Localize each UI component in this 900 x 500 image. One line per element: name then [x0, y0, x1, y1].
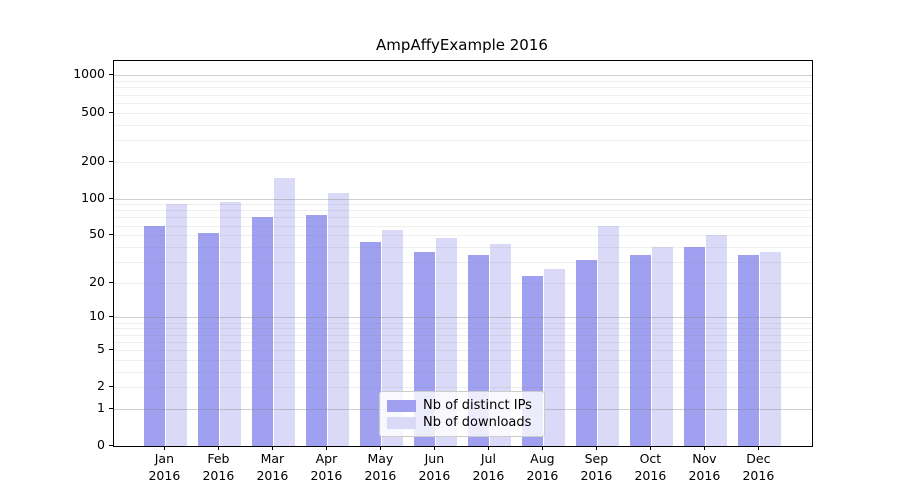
- x-tick-label-jun: Jun 2016: [418, 451, 451, 483]
- y-tick-label-2: 2: [97, 378, 105, 394]
- y-tick-mark-5: [109, 348, 113, 350]
- bar-may-distinct-ips: [359, 241, 381, 446]
- gridline-400: [114, 124, 812, 126]
- x-tick-mark-may: [380, 446, 382, 450]
- y-tick-label-50: 50: [89, 226, 105, 242]
- bar-aug-downloads: [544, 269, 566, 446]
- x-tick-label-nov: Nov 2016: [688, 451, 721, 483]
- x-tick-mark-oct: [650, 446, 652, 450]
- y-tick-mark-100: [109, 197, 113, 199]
- y-tick-label-200: 200: [81, 152, 105, 168]
- y-tick-label-5: 5: [97, 340, 105, 356]
- gridline-800: [114, 87, 812, 89]
- bar-feb-downloads: [220, 202, 242, 446]
- x-tick-mark-mar: [272, 446, 274, 450]
- legend: Nb of distinct IPs Nb of downloads: [379, 391, 545, 437]
- bar-feb-distinct-ips: [197, 233, 219, 446]
- x-tick-label-dec: Dec 2016: [742, 451, 775, 483]
- y-tick-mark-50: [109, 234, 113, 236]
- bar-apr-downloads: [328, 193, 350, 446]
- x-tick-label-apr: Apr 2016: [310, 451, 343, 483]
- x-tick-mark-feb: [218, 446, 220, 450]
- legend-label-distinct-ips: Nb of distinct IPs: [423, 398, 532, 413]
- gridline-60: [114, 225, 812, 227]
- legend-label-downloads: Nb of downloads: [423, 415, 532, 430]
- bar-sep-downloads: [598, 225, 620, 446]
- bar-jan-distinct-ips: [143, 225, 165, 446]
- bar-apr-distinct-ips: [305, 215, 327, 446]
- legend-item-downloads: Nb of downloads: [387, 414, 536, 431]
- y-tick-label-0: 0: [97, 437, 105, 452]
- gridline-500: [114, 112, 812, 114]
- y-tick-mark-2: [109, 386, 113, 388]
- x-tick-label-aug: Aug 2016: [526, 451, 559, 483]
- x-tick-mark-jun: [434, 446, 436, 450]
- y-tick-mark-20: [109, 281, 113, 283]
- bar-sep-distinct-ips: [575, 260, 597, 446]
- y-tick-label-10: 10: [89, 308, 105, 324]
- gridline-100: [114, 198, 812, 200]
- y-tick-label-20: 20: [89, 273, 105, 289]
- bar-mar-distinct-ips: [251, 217, 273, 446]
- bar-nov-downloads: [706, 235, 728, 446]
- y-tick-mark-1000: [109, 74, 113, 76]
- y-tick-mark-10: [109, 316, 113, 318]
- x-tick-mark-dec: [758, 446, 760, 450]
- gridline-1000: [114, 75, 812, 77]
- gridline-900: [114, 81, 812, 83]
- x-tick-mark-sep: [596, 446, 598, 450]
- gridline-90: [114, 204, 812, 206]
- bar-oct-downloads: [652, 246, 674, 446]
- y-tick-mark-500: [109, 111, 113, 113]
- gridline-80: [114, 210, 812, 212]
- x-tick-label-oct: Oct 2016: [634, 451, 667, 483]
- y-tick-mark-1: [109, 407, 113, 409]
- y-tick-label-100: 100: [81, 189, 105, 205]
- x-tick-mark-jul: [488, 446, 490, 450]
- x-tick-mark-aug: [542, 446, 544, 450]
- x-tick-label-sep: Sep 2016: [580, 451, 613, 483]
- bar-nov-distinct-ips: [683, 246, 705, 446]
- gridline-70: [114, 217, 812, 219]
- y-tick-label-1: 1: [97, 399, 105, 415]
- x-tick-label-jan: Jan 2016: [148, 451, 181, 483]
- x-tick-label-jul: Jul 2016: [472, 451, 505, 483]
- bar-dec-downloads: [760, 252, 782, 446]
- gridline-600: [114, 102, 812, 104]
- legend-swatch-downloads: [387, 416, 416, 429]
- x-tick-label-may: May 2016: [364, 451, 397, 483]
- gridline-300: [114, 139, 812, 141]
- x-tick-mark-apr: [326, 446, 328, 450]
- x-tick-label-feb: Feb 2016: [202, 451, 235, 483]
- x-tick-mark-jan: [164, 446, 166, 450]
- bar-jan-downloads: [166, 203, 188, 446]
- legend-swatch-distinct-ips: [387, 399, 416, 412]
- y-tick-label-500: 500: [81, 103, 105, 119]
- bar-mar-downloads: [274, 177, 296, 446]
- legend-item-distinct-ips: Nb of distinct IPs: [387, 397, 536, 414]
- x-tick-label-mar: Mar 2016: [256, 451, 289, 483]
- plot-area: Nb of distinct IPs Nb of downloads: [113, 60, 813, 447]
- gridline-200: [114, 161, 812, 163]
- y-tick-label-1000: 1000: [73, 66, 105, 82]
- gridline-700: [114, 94, 812, 96]
- bar-oct-distinct-ips: [629, 255, 651, 446]
- y-tick-mark-200: [109, 160, 113, 162]
- y-tick-mark-0: [109, 445, 113, 446]
- chart-title: AmpAffyExample 2016: [376, 36, 548, 54]
- bar-dec-distinct-ips: [737, 255, 759, 446]
- x-tick-mark-nov: [704, 446, 706, 450]
